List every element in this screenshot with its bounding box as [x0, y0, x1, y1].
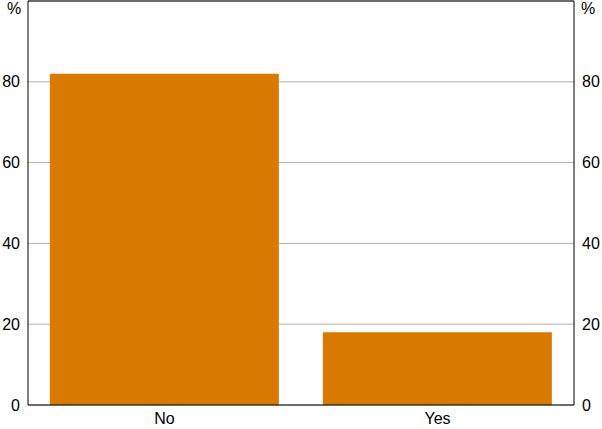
svg-text:No: No [154, 410, 175, 427]
svg-text:80: 80 [582, 73, 594, 90]
svg-text:40: 40 [582, 235, 594, 252]
svg-text:Yes: Yes [424, 410, 450, 427]
svg-text:80: 80 [8, 73, 20, 90]
svg-text:40: 40 [8, 235, 20, 252]
svg-text:60: 60 [8, 154, 20, 171]
svg-text:20: 20 [8, 316, 20, 333]
svg-text:%: % [581, 0, 594, 17]
svg-text:%: % [8, 0, 21, 17]
svg-text:20: 20 [582, 316, 594, 333]
svg-text:0: 0 [582, 397, 591, 414]
svg-text:60: 60 [582, 154, 594, 171]
svg-text:0: 0 [11, 397, 20, 414]
